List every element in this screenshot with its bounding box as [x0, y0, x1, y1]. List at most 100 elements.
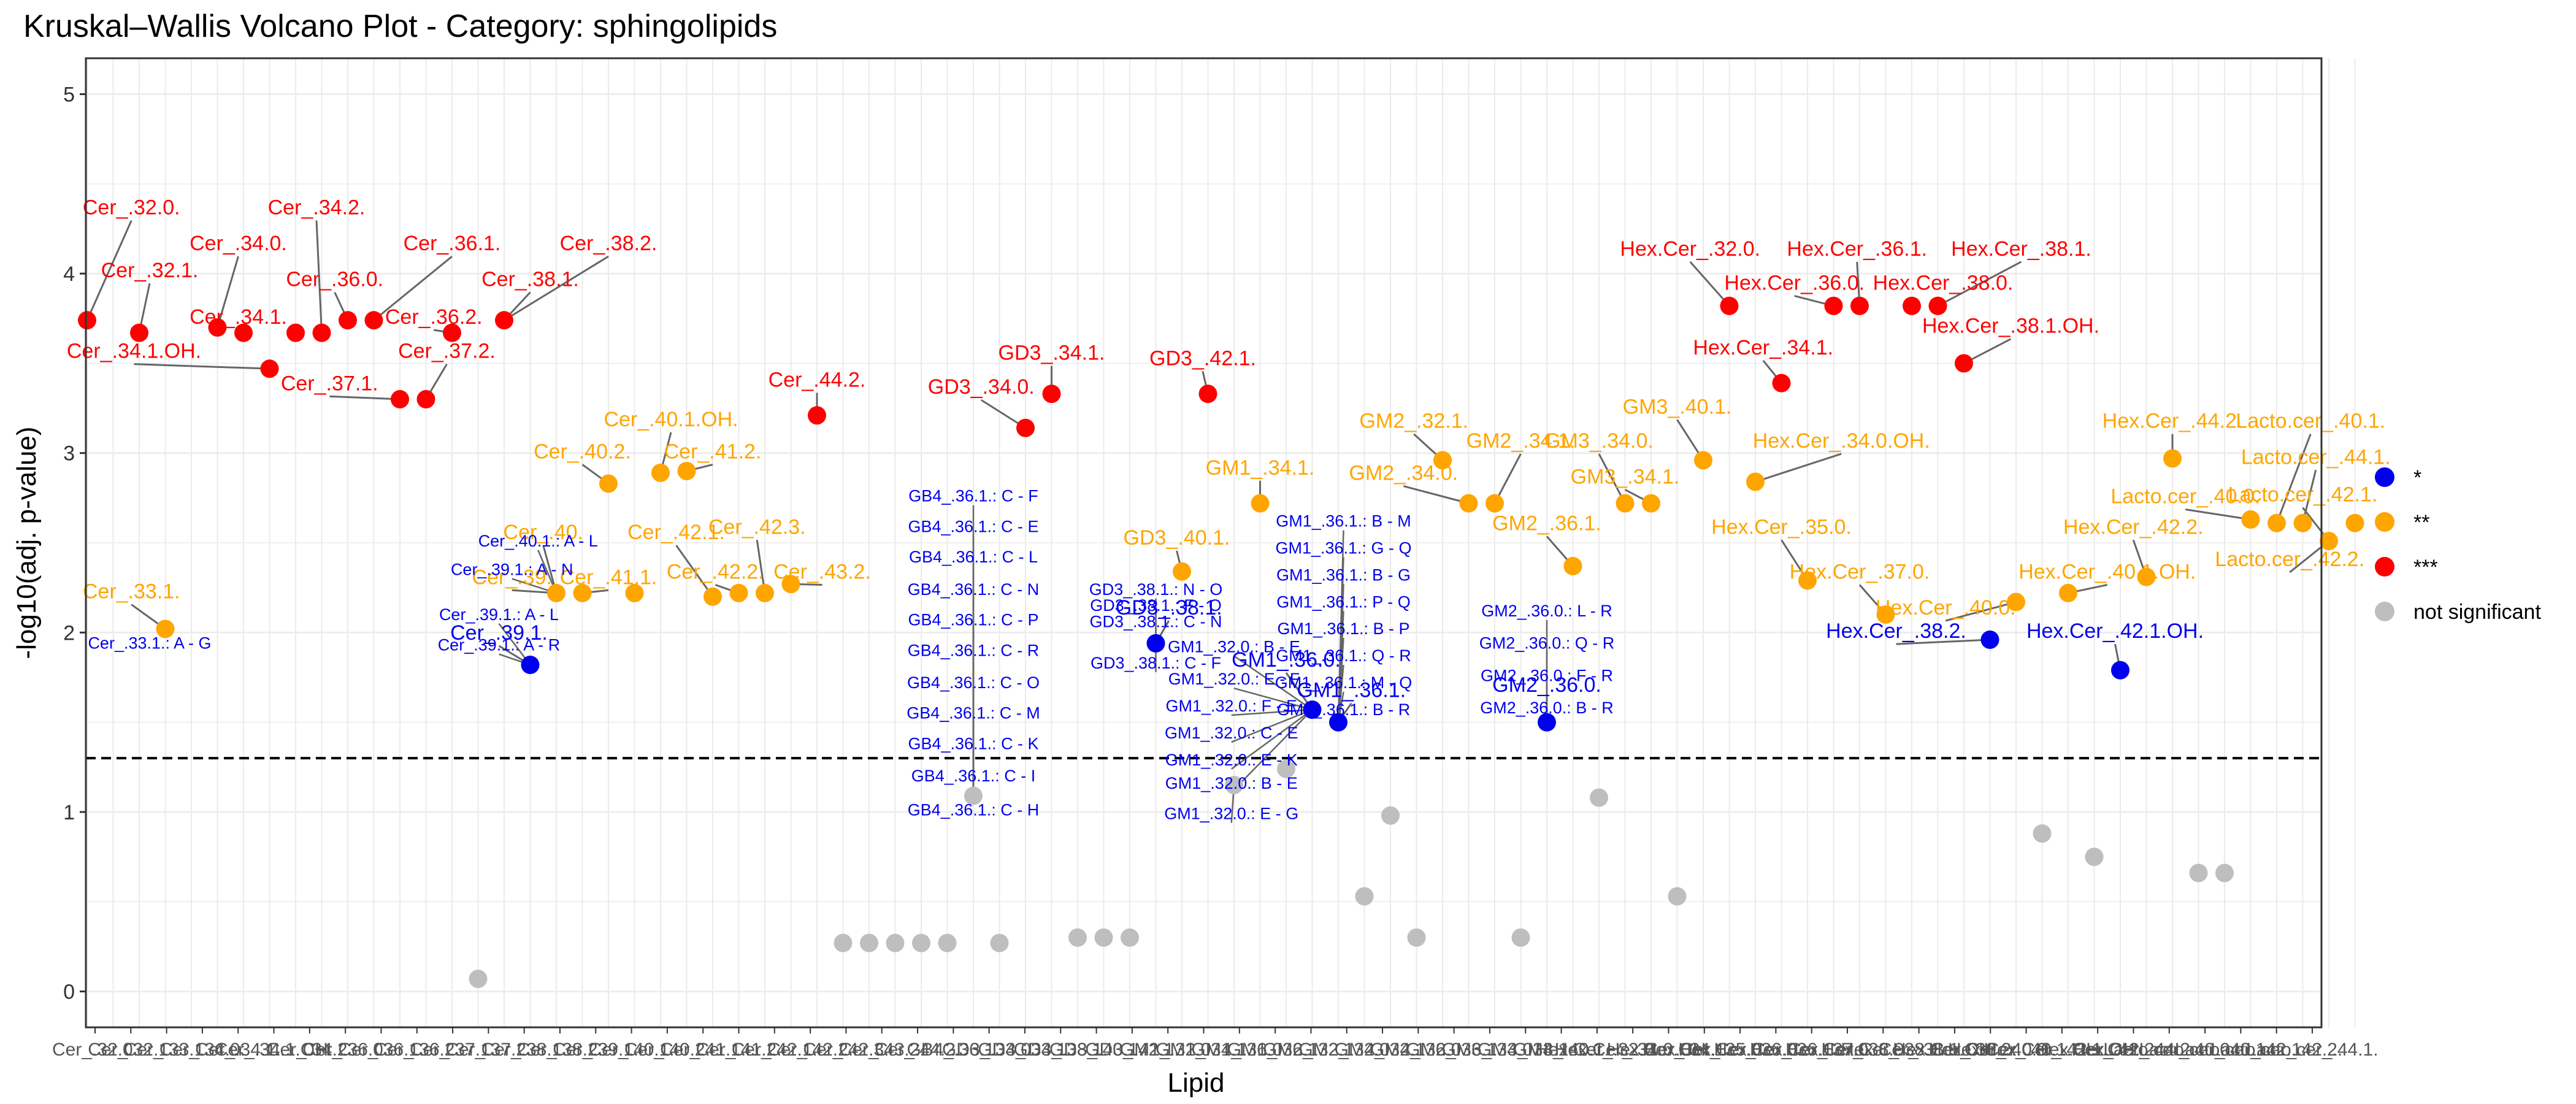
chart-title: Kruskal–Wallis Volcano Plot - Category: … [23, 9, 777, 44]
annotation-connector [1233, 687, 1313, 711]
x-tick-label: Hex.Cer_.35.0. [1643, 1040, 1766, 1060]
point-label: GM1_.34.1. [1206, 456, 1315, 480]
comparison-label: GM1_.36.1.: B - P [1277, 619, 1409, 638]
x-tick-label: Hex.Cer_.44.2. [2072, 1040, 2196, 1060]
comparison-label: Cer_.39.1.: A - R [438, 636, 561, 654]
data-point [912, 933, 930, 953]
point-label: Cer_.32.1. [101, 259, 199, 282]
comparison-label: GM1_.36.1.: G - Q [1275, 539, 1411, 558]
comparison-label: GB4_.36.1.: C - M [907, 704, 1040, 723]
x-tick-label: Cer_.34.2. [267, 1040, 353, 1060]
data-point [2033, 824, 2052, 843]
data-point [1616, 494, 1635, 513]
data-point [2320, 532, 2338, 551]
point-label: GD3_.42.1. [1149, 347, 1256, 370]
x-tick-label: Cer_.36.1. [338, 1040, 424, 1060]
data-point [703, 587, 722, 606]
point-label: GM2_.32.1. [1359, 410, 1468, 433]
point-label: Cer_.40.2. [534, 440, 631, 463]
label-connector [373, 255, 453, 321]
data-point [2137, 567, 2156, 586]
data-point [756, 583, 774, 602]
point-label: GD3_.38.1. [1116, 596, 1222, 619]
annotation-connector [1231, 708, 1313, 743]
comparison-label: Cer_.39.1.: A - N [451, 561, 573, 579]
x-tick-label: Cer_.40.1. [589, 1040, 675, 1060]
data-point [886, 933, 905, 953]
y-axis-title: -log10(adj. p-value) [12, 426, 42, 659]
x-tick-label: Hex.Cer_.38.1. [1821, 1040, 1945, 1060]
label-connector [315, 220, 323, 333]
label-connector [1896, 638, 1990, 645]
point-label: Hex.Cer_.34.1. [1693, 336, 1833, 359]
point-label: Lacto.cer_.44.1. [2241, 445, 2391, 469]
x-axis-ticks: Cer_.32.0.Cer_.32.1.Cer_.33.1.Cer_.34.0.… [52, 1027, 2379, 1060]
data-point [1798, 571, 1817, 590]
y-axis-ticks: 0 1 2 3 4 5 [63, 83, 86, 1003]
point-label: Hex.Cer_.38.1.OH. [1922, 315, 2099, 338]
data-point [1720, 296, 1739, 315]
point-label: Lacto.cer_.40.1. [2236, 410, 2385, 433]
x-tick-label: Cer_.44.2. [875, 1040, 960, 1060]
data-point [781, 575, 800, 594]
data-point [1251, 494, 1270, 513]
x-tick-label: Hex.Cer_.38.2. [1893, 1040, 2017, 1060]
label-connector [134, 363, 270, 370]
point-label: Hex.Cer_.38.1. [1951, 237, 2091, 261]
x-tick-label: GM2_.34.1. [1335, 1040, 1431, 1060]
data-point [312, 323, 331, 342]
comparison-label: GB4_.36.1.: C - L [909, 548, 1038, 566]
data-point [156, 619, 175, 638]
x-tick-label: GM1_.36.1. [1227, 1040, 1324, 1060]
comparison-label: GM1_.32.0.: F - E [1165, 697, 1297, 715]
data-point [599, 474, 618, 493]
data-point [1876, 605, 1895, 624]
comparison-label: GD3_.38.1.: C - F [1091, 654, 1221, 672]
data-point [1642, 494, 1660, 513]
y-tick-label: 5 [63, 83, 75, 107]
data-point [1016, 418, 1035, 437]
point-label: GM3_.40.1. [1623, 395, 1732, 418]
point-label: Hex.Cer_.40.1.OH. [2018, 561, 2196, 584]
point-label: Cer_.40.1.OH. [604, 408, 738, 431]
legend: ******not significant [2375, 466, 2541, 624]
point-label: Cer_.38.1. [481, 268, 579, 291]
y-tick-label: 0 [63, 980, 75, 1003]
point-label: Cer_.36.1. [404, 232, 501, 255]
x-tick-label: GD3_.42.1. [1085, 1040, 1179, 1060]
data-point [364, 311, 383, 330]
data-point [1668, 887, 1687, 906]
data-point [2163, 449, 2182, 468]
data-labels: Cer_.32.0. Cer_.32.1. Cer_.34.0. Cer_.34.1.… [67, 196, 2391, 823]
x-tick-label: GM3_.34.1. [1478, 1040, 1574, 1060]
label-connector [329, 395, 401, 401]
data-point [260, 359, 279, 378]
point-label: Cer_.42.1. [627, 521, 725, 544]
point-label: GD3_.34.1. [999, 342, 1105, 365]
data-point [1225, 776, 1243, 794]
x-tick-label: Cer_.37.1. [410, 1040, 496, 1060]
x-tick-label: Cer_.40.2. [624, 1040, 710, 1060]
point-label: Hex.Cer_.42.2. [2063, 515, 2204, 539]
x-tick-label: GM2_.34.0. [1298, 1040, 1395, 1060]
data-point [808, 406, 826, 425]
data-point [1824, 296, 1843, 315]
data-point [2007, 592, 2025, 611]
data-point [990, 933, 1009, 953]
comparison-label: Cer_.40.1.: A - L [478, 532, 598, 550]
comparison-label: GD3_.38.1.: N - O [1089, 580, 1223, 599]
data-point [1146, 634, 1165, 653]
data-point [1042, 385, 1061, 404]
x-tick-label: Lacto.cer_.42.2. [2210, 1040, 2342, 1060]
comparison-label: GM1_.36.1.: B - R [1277, 700, 1411, 719]
label-connector [675, 545, 714, 597]
point-label: Cer_.34.1.OH. [67, 340, 201, 363]
comparison-label: GM1_.32.0.: E - K [1165, 751, 1298, 769]
point-label: Cer_.39. [472, 565, 552, 589]
point-label: Hex.Cer_.36.0. [1724, 271, 1865, 294]
label-connector [1689, 261, 1730, 307]
data-point [469, 970, 488, 988]
x-tick-label: Cer_.42.1. [732, 1040, 818, 1060]
point-label: Cer_.36.0. [286, 268, 383, 291]
x-tick-label: Cer_.34.1.OH. [215, 1040, 333, 1060]
